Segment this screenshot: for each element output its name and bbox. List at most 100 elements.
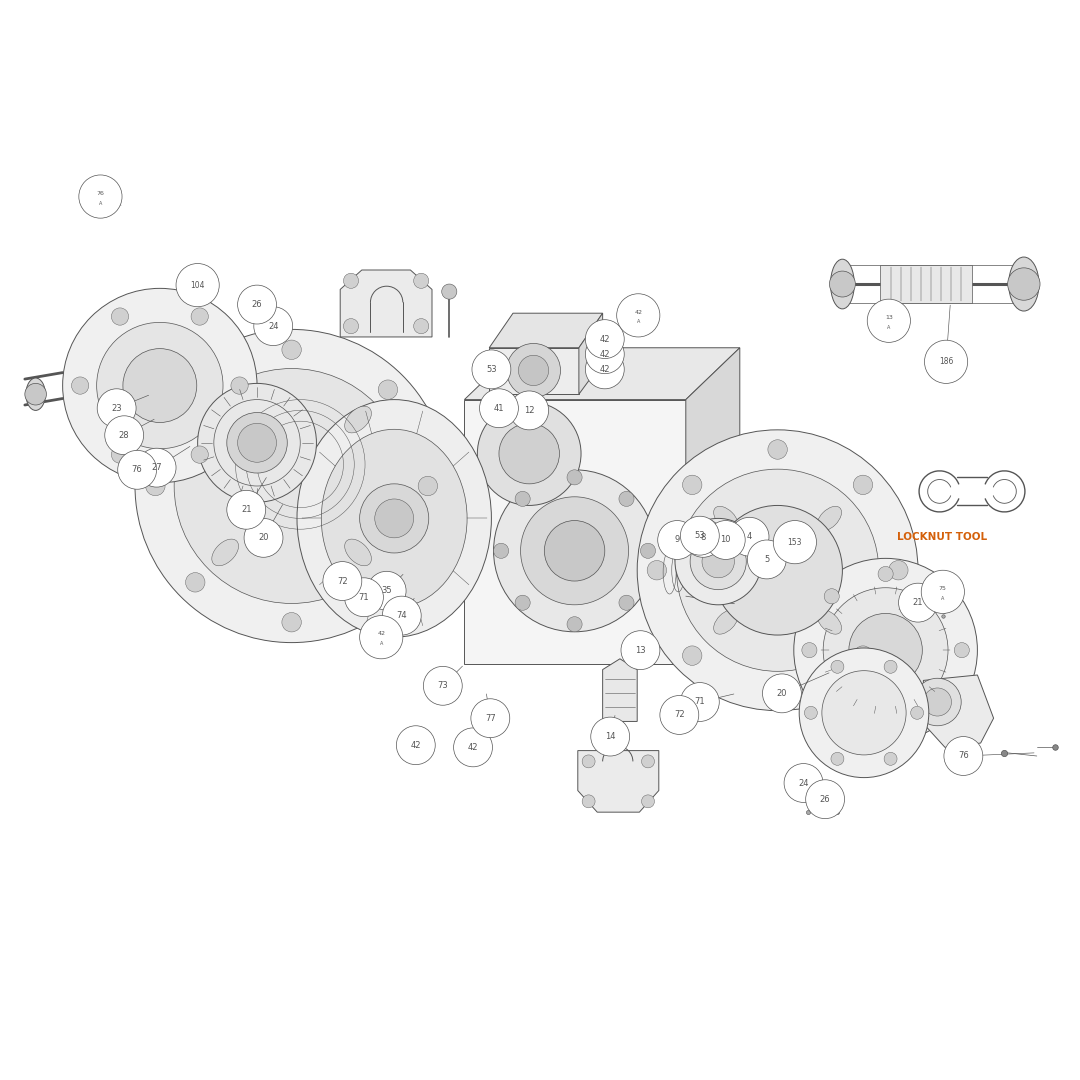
Polygon shape (579, 313, 603, 394)
Circle shape (675, 518, 761, 605)
Text: 41: 41 (494, 404, 504, 413)
Circle shape (914, 678, 961, 726)
Circle shape (824, 589, 839, 604)
Text: 27: 27 (151, 463, 162, 472)
Circle shape (186, 380, 205, 400)
Text: 42: 42 (377, 632, 386, 636)
Circle shape (690, 534, 746, 590)
Circle shape (878, 719, 893, 734)
Circle shape (591, 717, 630, 756)
Circle shape (282, 340, 301, 360)
Circle shape (137, 448, 176, 487)
Circle shape (111, 446, 129, 463)
Circle shape (238, 285, 276, 324)
Text: 9: 9 (675, 536, 679, 544)
Circle shape (378, 572, 397, 592)
Circle shape (585, 350, 624, 389)
Circle shape (773, 521, 816, 564)
Circle shape (647, 561, 666, 580)
Text: 24: 24 (268, 322, 279, 330)
Text: 75: 75 (939, 586, 947, 591)
Circle shape (831, 753, 843, 766)
Circle shape (254, 307, 293, 346)
Circle shape (191, 446, 208, 463)
Circle shape (702, 545, 734, 578)
Text: A: A (636, 320, 640, 324)
Circle shape (477, 402, 581, 505)
Text: 76: 76 (132, 465, 143, 474)
Polygon shape (578, 751, 659, 812)
Text: 72: 72 (674, 711, 685, 719)
Circle shape (345, 578, 383, 617)
Polygon shape (464, 348, 740, 400)
Circle shape (642, 795, 654, 808)
Circle shape (544, 521, 605, 581)
Circle shape (784, 764, 823, 802)
Circle shape (494, 470, 656, 632)
Text: 42: 42 (599, 350, 610, 359)
Circle shape (378, 380, 397, 400)
Circle shape (801, 643, 816, 658)
Circle shape (323, 562, 362, 600)
Circle shape (135, 329, 448, 643)
Circle shape (768, 440, 787, 459)
Ellipse shape (297, 400, 491, 637)
Circle shape (824, 697, 839, 712)
Ellipse shape (345, 539, 372, 566)
Circle shape (423, 666, 462, 705)
Ellipse shape (345, 406, 372, 433)
Text: 42: 42 (599, 365, 610, 374)
Text: 74: 74 (396, 611, 407, 620)
Text: 42: 42 (468, 743, 478, 752)
Circle shape (585, 320, 624, 359)
Text: 72: 72 (337, 577, 348, 585)
Circle shape (97, 389, 136, 428)
Circle shape (642, 755, 654, 768)
Circle shape (582, 755, 595, 768)
Circle shape (805, 706, 818, 719)
Circle shape (396, 726, 435, 765)
Text: 26: 26 (820, 795, 831, 804)
Circle shape (71, 377, 89, 394)
Circle shape (231, 377, 248, 394)
Circle shape (63, 288, 257, 483)
Circle shape (619, 595, 634, 610)
Circle shape (480, 389, 518, 428)
Text: 21: 21 (241, 505, 252, 514)
Circle shape (853, 646, 873, 665)
Circle shape (853, 475, 873, 495)
Circle shape (680, 683, 719, 721)
Text: 12: 12 (524, 406, 535, 415)
Text: 14: 14 (605, 732, 616, 741)
Circle shape (123, 349, 197, 422)
Polygon shape (603, 659, 637, 721)
Circle shape (1008, 268, 1040, 300)
Circle shape (507, 343, 561, 397)
Text: 77: 77 (485, 714, 496, 723)
Ellipse shape (322, 429, 468, 607)
Circle shape (198, 383, 316, 502)
Text: 13: 13 (885, 315, 893, 320)
Circle shape (414, 273, 429, 288)
Circle shape (932, 697, 947, 712)
Circle shape (343, 319, 359, 334)
Circle shape (118, 450, 157, 489)
Circle shape (360, 484, 429, 553)
Circle shape (472, 350, 511, 389)
Circle shape (442, 284, 457, 299)
Text: 20: 20 (777, 689, 787, 698)
Circle shape (238, 423, 276, 462)
Circle shape (823, 588, 948, 713)
Circle shape (867, 299, 910, 342)
Text: 13: 13 (635, 646, 646, 654)
Circle shape (454, 728, 492, 767)
Ellipse shape (816, 609, 841, 634)
Polygon shape (489, 313, 603, 348)
Circle shape (640, 543, 656, 558)
Text: 35: 35 (381, 586, 392, 595)
Circle shape (515, 491, 530, 507)
Circle shape (676, 469, 879, 672)
Ellipse shape (831, 259, 854, 309)
Text: 23: 23 (111, 404, 122, 413)
Text: 5: 5 (765, 555, 769, 564)
